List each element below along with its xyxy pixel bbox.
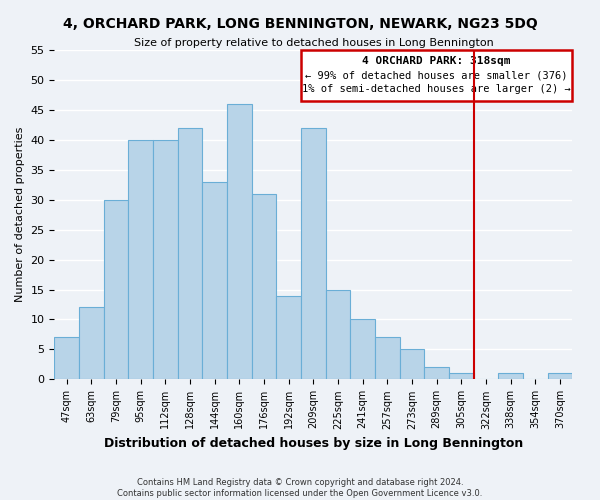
X-axis label: Distribution of detached houses by size in Long Bennington: Distribution of detached houses by size …	[104, 437, 523, 450]
Text: Contains HM Land Registry data © Crown copyright and database right 2024.
Contai: Contains HM Land Registry data © Crown c…	[118, 478, 482, 498]
Text: 4, ORCHARD PARK, LONG BENNINGTON, NEWARK, NG23 5DQ: 4, ORCHARD PARK, LONG BENNINGTON, NEWARK…	[62, 18, 538, 32]
Bar	[326, 290, 350, 380]
Bar	[104, 200, 128, 380]
Y-axis label: Number of detached properties: Number of detached properties	[15, 127, 25, 302]
Bar	[153, 140, 178, 380]
Bar	[227, 104, 252, 380]
Bar	[350, 320, 375, 380]
Title: Size of property relative to detached houses in Long Bennington: Size of property relative to detached ho…	[134, 38, 493, 48]
Bar	[55, 338, 79, 380]
Bar	[400, 350, 424, 380]
Text: ← 99% of detached houses are smaller (376): ← 99% of detached houses are smaller (37…	[305, 70, 568, 80]
Bar	[548, 374, 572, 380]
Text: 1% of semi-detached houses are larger (2) →: 1% of semi-detached houses are larger (2…	[302, 84, 571, 94]
Bar	[79, 308, 104, 380]
Bar	[499, 374, 523, 380]
Bar	[277, 296, 301, 380]
Bar	[449, 374, 474, 380]
Bar	[128, 140, 153, 380]
Text: 4 ORCHARD PARK: 318sqm: 4 ORCHARD PARK: 318sqm	[362, 56, 511, 66]
Bar	[252, 194, 277, 380]
Bar	[178, 128, 202, 380]
Bar	[301, 128, 326, 380]
Bar	[375, 338, 400, 380]
Bar	[424, 368, 449, 380]
FancyBboxPatch shape	[301, 50, 572, 100]
Bar	[202, 182, 227, 380]
